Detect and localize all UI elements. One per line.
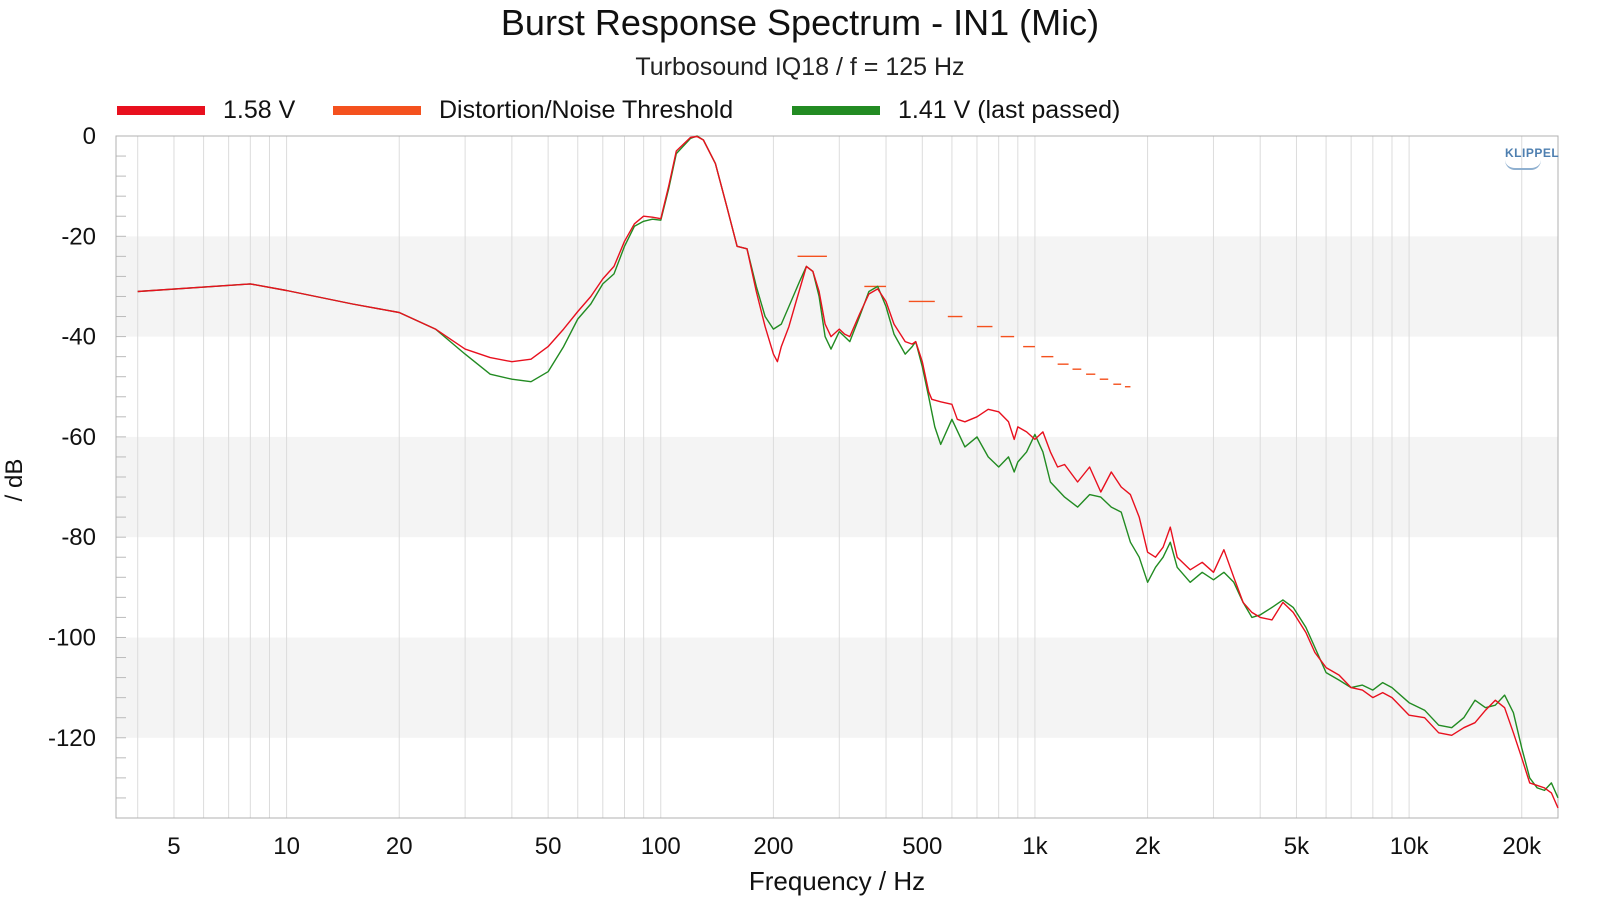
y-tick-label: -100 (48, 624, 96, 651)
plot-frame (115, 135, 1559, 819)
grid-band (116, 436, 1558, 538)
grid-band (116, 637, 1558, 738)
y-tick-label: -60 (61, 424, 96, 451)
y-tick-label: -120 (48, 725, 96, 752)
y-tick-label: -40 (61, 324, 96, 351)
x-tick-label: 200 (753, 833, 793, 860)
legend-swatch-1-58v (117, 105, 205, 115)
legend-swatch-1-41v (792, 105, 880, 115)
x-tick-label: 1k (1022, 833, 1048, 860)
legend-item-threshold: Distortion/Noise Threshold (333, 92, 733, 128)
klippel-logo-arc (1505, 160, 1541, 170)
legend-label-1-58v: 1.58 V (223, 95, 296, 124)
legend-swatch-threshold (333, 105, 421, 115)
x-tick-label: 20 (386, 833, 413, 860)
grid-band (116, 236, 1558, 337)
legend-item-1-58v: 1.58 V (117, 92, 295, 128)
x-tick-label: 100 (641, 833, 681, 860)
series-line-1-58-v (137, 135, 1559, 809)
legend-item-1-41v: 1.41 V (last passed) (792, 92, 1120, 128)
x-tick-label: 5k (1284, 833, 1310, 860)
x-tick-label: 10k (1390, 833, 1430, 860)
chart-subtitle: Turbosound IQ18 / f = 125 Hz (635, 53, 965, 81)
x-axis-label: Frequency / Hz (749, 866, 925, 896)
y-tick-label: -80 (61, 524, 96, 551)
klippel-logo: KLIPPEL (1505, 146, 1560, 160)
x-tick-label: 20k (1502, 833, 1542, 860)
legend-label-threshold: Distortion/Noise Threshold (439, 95, 734, 124)
y-tick-label: -20 (61, 223, 96, 250)
x-tick-label: 50 (535, 833, 562, 860)
x-tick-label: 500 (902, 833, 942, 860)
y-tick-label: 0 (83, 123, 96, 150)
legend: 1.58 V Distortion/Noise Threshold 1.41 V… (0, 92, 1600, 128)
chart-title: Burst Response Spectrum - IN1 (Mic) (500, 2, 1100, 43)
series-line-1-41-v-last-passed (137, 135, 1559, 799)
y-axis-label: / dB (1, 459, 28, 502)
x-tick-label: 2k (1135, 833, 1161, 860)
x-tick-label: 10 (273, 833, 300, 860)
legend-label-1-41v: 1.41 V (last passed) (898, 95, 1121, 124)
x-tick-label: 5 (167, 833, 180, 860)
